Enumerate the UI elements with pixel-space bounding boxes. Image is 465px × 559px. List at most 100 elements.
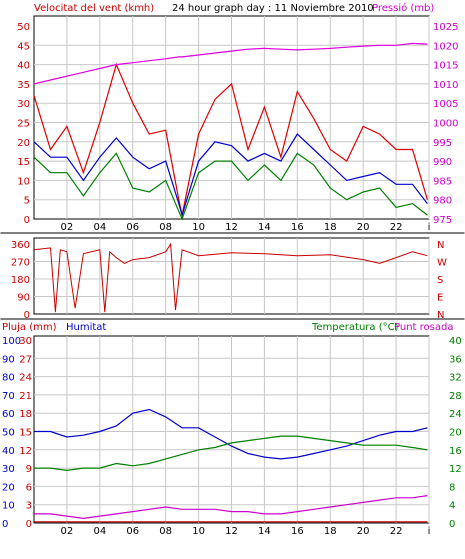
direction-tick: 180 xyxy=(11,275,30,286)
y-left-tick: 20 xyxy=(17,138,30,149)
y-left-tick: 10 xyxy=(17,176,30,187)
x-tick-label: 08 xyxy=(159,222,172,233)
temperature-tick: 40 xyxy=(449,336,462,347)
humidity-tick: 10 xyxy=(2,501,15,512)
compass-tick: N xyxy=(437,310,444,321)
x-tick-label: 06 xyxy=(126,222,139,233)
pressure-series xyxy=(33,42,428,85)
rain-tick: 15 xyxy=(19,428,32,439)
y-right-tick: 1025 xyxy=(433,22,458,33)
humidity-tick: 80 xyxy=(2,373,15,384)
wind-direction-series xyxy=(33,242,428,313)
compass-tick: S xyxy=(437,275,443,286)
humidity-label: Humitat xyxy=(66,322,106,333)
grid-layer xyxy=(34,16,430,523)
humidity-series xyxy=(34,408,428,460)
x-tick-label: 10 xyxy=(192,526,205,537)
y-right-tick: 1010 xyxy=(433,80,458,91)
x-tick-label: 16 xyxy=(291,222,304,233)
temperature-tick: 28 xyxy=(449,391,462,402)
temperature-tick: 8 xyxy=(449,482,455,493)
x-tick-label: 14 xyxy=(258,222,271,233)
humidity-tick: 40 xyxy=(2,446,15,457)
separator-mid xyxy=(0,318,465,320)
temperature-tick: 0 xyxy=(449,519,455,530)
rain-tick: 9 xyxy=(26,464,32,475)
direction-tick: 270 xyxy=(11,258,30,269)
y-left-tick: 40 xyxy=(17,61,30,72)
rain-tick: 21 xyxy=(19,391,32,402)
y-left-tick: 30 xyxy=(17,99,30,110)
wind-average-series xyxy=(33,133,428,218)
chart-title: 24 hour graph day : 11 Noviembre 2010 xyxy=(172,3,374,14)
y-right-tick: 1005 xyxy=(433,99,458,110)
rain-tick: 0 xyxy=(26,519,32,530)
y-right-tick: 975 xyxy=(433,215,452,226)
pressure-label: Pressió (mb) xyxy=(372,2,434,14)
x-tick-label: 22 xyxy=(390,526,403,537)
x-tick-label: 20 xyxy=(357,222,370,233)
dewpoint-series xyxy=(34,495,428,520)
x-tick-label: 16 xyxy=(291,526,304,537)
temperature-series xyxy=(34,435,428,472)
rain-tick: 3 xyxy=(26,501,32,512)
separator-top xyxy=(0,232,465,234)
y-right-tick: 980 xyxy=(433,196,452,207)
direction-tick: 90 xyxy=(17,293,30,304)
wind-low-series xyxy=(33,152,428,221)
x-tick-label: 12 xyxy=(225,526,238,537)
x-tick-label: 04 xyxy=(93,222,106,233)
y-right-tick: 1015 xyxy=(433,61,458,72)
humidity-tick: 90 xyxy=(2,354,15,365)
humidity-tick: 50 xyxy=(2,428,15,439)
dewpoint-label: Punt rosada xyxy=(394,322,453,333)
x-tick-label: 18 xyxy=(324,526,337,537)
rain-tick: 30 xyxy=(19,336,32,347)
x-tick-label: 22 xyxy=(390,222,403,233)
x-tick-label: 10 xyxy=(192,222,205,233)
x-tick-label: 08 xyxy=(159,526,172,537)
x-tick-label: 04 xyxy=(93,526,106,537)
rain-tick: 27 xyxy=(19,354,32,365)
x-tick-label: 02 xyxy=(61,526,74,537)
y-right-tick: 995 xyxy=(433,138,452,149)
temperature-tick: 4 xyxy=(449,501,455,512)
x-tick-label: 12 xyxy=(225,222,238,233)
humidity-tick: 70 xyxy=(2,391,15,402)
temperature-tick: 12 xyxy=(449,464,462,475)
y-right-tick: 1020 xyxy=(433,41,458,52)
compass-tick: N xyxy=(437,240,444,251)
temperature-tick: 16 xyxy=(449,446,462,457)
y-left-tick: 25 xyxy=(17,119,30,130)
series-layer xyxy=(33,42,428,523)
x-tick-label: 20 xyxy=(357,526,370,537)
humidity-tick: 60 xyxy=(2,409,15,420)
temperature-label: Temperatura (°C) xyxy=(311,322,399,333)
temperature-tick: 20 xyxy=(449,428,462,439)
y-right-tick: 990 xyxy=(433,157,452,168)
humidity-tick: 0 xyxy=(2,519,8,530)
x-tick-label: 02 xyxy=(61,222,74,233)
x-tick-label: i xyxy=(428,526,431,537)
humidity-tick: 30 xyxy=(2,464,15,475)
y-left-tick: 50 xyxy=(17,22,30,33)
rain-tick: 12 xyxy=(19,446,32,457)
x-tick-label: 18 xyxy=(324,222,337,233)
x-tick-label: 14 xyxy=(258,526,271,537)
rain-tick: 6 xyxy=(26,482,32,493)
temperature-tick: 24 xyxy=(449,409,462,420)
y-left-tick: 35 xyxy=(17,80,30,91)
direction-tick: 360 xyxy=(11,240,30,251)
y-left-tick: 15 xyxy=(17,157,30,168)
y-left-tick: 45 xyxy=(17,41,30,52)
tick-layer: 02 04 06 08 10 12 14 16 18 20 22 i02 04 06 08 10 12 14 16 1… xyxy=(2,22,462,537)
x-tick-label: 06 xyxy=(126,526,139,537)
direction-tick: 0 xyxy=(24,310,30,321)
wind-speed-series xyxy=(33,62,428,216)
y-left-tick: 5 xyxy=(24,196,30,207)
compass-tick: E xyxy=(437,293,443,304)
y-right-tick: 1000 xyxy=(433,119,458,130)
humidity-tick: 20 xyxy=(2,482,15,493)
x-tick-label: i xyxy=(428,222,431,233)
